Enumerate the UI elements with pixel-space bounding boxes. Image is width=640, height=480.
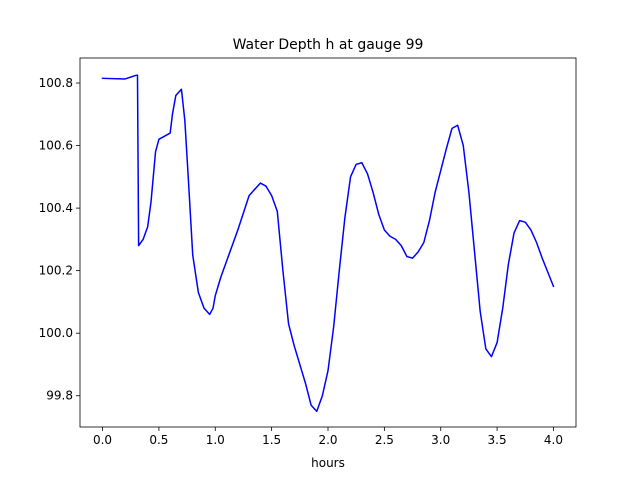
x-tick-label: 2.5 [375, 433, 394, 447]
y-tick-label: 100.4 [39, 201, 73, 215]
y-tick-label: 100.8 [39, 76, 73, 90]
x-tick-label: 3.0 [431, 433, 450, 447]
x-tick-label: 0.5 [149, 433, 168, 447]
x-tick-label: 1.0 [206, 433, 225, 447]
chart-title: Water Depth h at gauge 99 [233, 37, 424, 53]
y-tick-label: 100.0 [39, 326, 73, 340]
x-tick-label: 1.5 [262, 433, 281, 447]
x-tick-label: 3.5 [488, 433, 507, 447]
x-axis-label: hours [311, 456, 345, 470]
series-line [101, 74, 555, 413]
y-tick-label: 100.2 [39, 264, 73, 278]
x-tick-label: 4.0 [544, 433, 563, 447]
y-tick-label: 100.6 [39, 139, 73, 153]
y-axis-ticks: 99.8 100.0 100.2 100.4 100.6 100.8 [39, 76, 80, 403]
y-tick-label: 99.8 [46, 389, 73, 403]
x-tick-label: 0.0 [93, 433, 112, 447]
x-axis-ticks: 0.0 0.5 1.0 1.5 2.0 2.5 3.0 3.5 4.0 [93, 427, 563, 447]
x-tick-label: 2.0 [318, 433, 337, 447]
